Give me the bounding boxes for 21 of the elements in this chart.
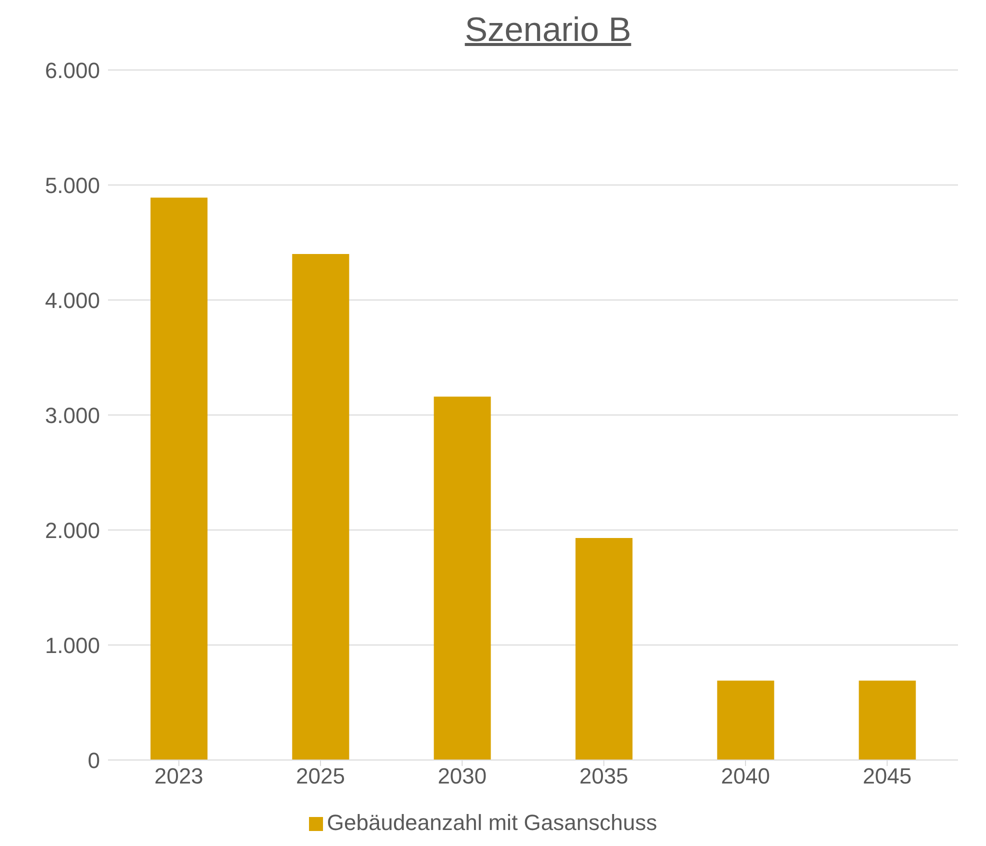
y-tick-label: 0 xyxy=(88,748,100,773)
y-tick-label: 5.000 xyxy=(44,172,100,198)
y-tick-label: 4.000 xyxy=(44,288,100,313)
chart-title: Szenario B xyxy=(464,10,632,51)
bar xyxy=(717,680,774,760)
x-tick-label: 2023 xyxy=(154,764,204,789)
y-tick-label: 1.000 xyxy=(44,632,100,658)
bar xyxy=(576,538,632,760)
bar xyxy=(150,198,208,760)
y-tick-label: 2.000 xyxy=(44,518,100,543)
x-tick-label: 2030 xyxy=(438,764,487,789)
bar xyxy=(858,680,916,760)
x-tick-label: 2040 xyxy=(721,764,770,789)
legend-label: Gebäudeanzahl mit Gasanschuss xyxy=(326,810,658,835)
y-tick-label: 6.000 xyxy=(44,58,100,83)
bar xyxy=(434,396,491,760)
x-tick-label: 2045 xyxy=(862,764,912,789)
x-tick-label: 2035 xyxy=(579,764,628,789)
bar xyxy=(292,254,350,760)
x-tick-label: 2025 xyxy=(296,764,345,789)
y-tick-label: 3.000 xyxy=(44,402,100,428)
